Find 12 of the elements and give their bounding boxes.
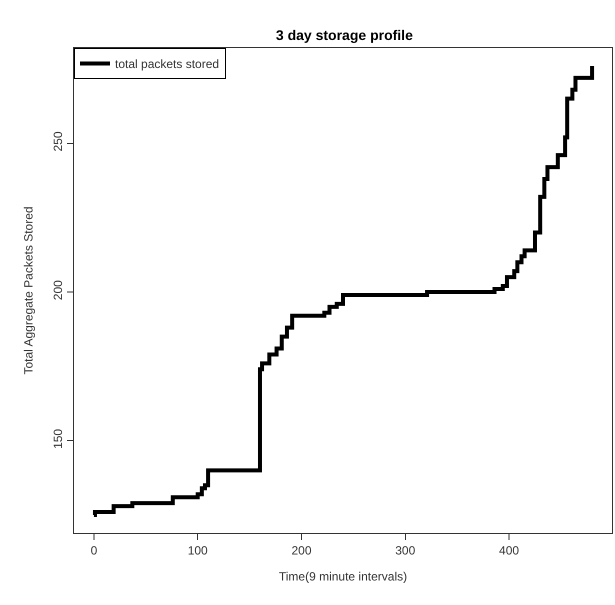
x-tick-label: 200 (291, 543, 312, 558)
x-tick-label: 300 (395, 543, 416, 558)
y-tick-label: 250 (51, 131, 66, 152)
y-tick-label: 150 (51, 428, 66, 449)
legend-label: total packets stored (115, 57, 220, 72)
y-axis-title: Total Aggregate Packets Stored (22, 206, 36, 375)
x-axis-title: Time(9 minute intervals) (278, 569, 408, 584)
x-tick-label: 100 (188, 543, 208, 558)
y-tick-label: 200 (51, 280, 66, 300)
chart-title: 3 day storage profile (276, 27, 414, 44)
x-tick-label: 0 (90, 543, 98, 558)
x-tick-label: 400 (499, 543, 520, 558)
